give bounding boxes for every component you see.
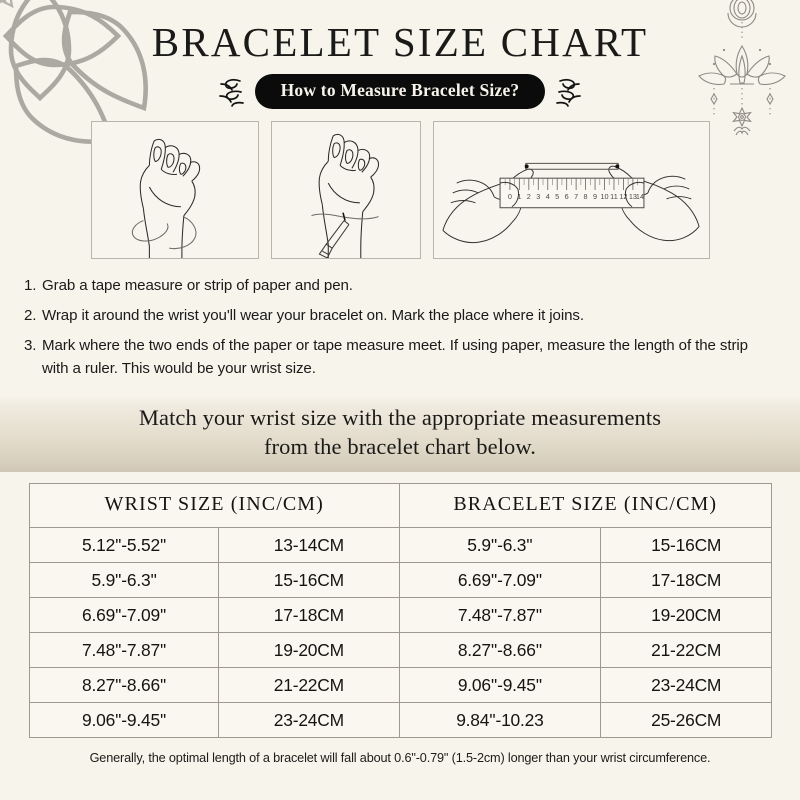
- column-header-wrist-size: WRIST SIZE (INC/CM): [29, 483, 400, 529]
- step-number: 2.: [24, 306, 37, 324]
- svg-text:9: 9: [593, 192, 597, 201]
- subtitle-badge: How to Measure Bracelet Size?: [254, 74, 546, 109]
- cell-bracelet-cm: 25-26CM: [600, 702, 772, 739]
- svg-text:11: 11: [610, 192, 618, 201]
- cell-bracelet-inch: 8.27''-8.66'': [398, 632, 602, 669]
- step-text: Wrap it around the wrist you'll wear you…: [42, 306, 584, 324]
- cell-bracelet-cm: 21-22CM: [600, 632, 772, 669]
- svg-text:5: 5: [555, 192, 559, 201]
- subtitle-row: How to Measure Bracelet Size?: [0, 74, 800, 109]
- table-row: 5.9''-6.3'' 15-16CM 6.69''-7.09'' 17-18C…: [28, 562, 772, 599]
- size-table-wrapper: WRIST SIZE (INC/CM) BRACELET SIZE (INC/C…: [0, 472, 800, 739]
- page-title: BRACELET SIZE CHART: [151, 19, 649, 65]
- svg-text:3: 3: [536, 192, 540, 201]
- svg-text:14: 14: [635, 192, 643, 201]
- cell-bracelet-inch: 6.69''-7.09'': [398, 562, 602, 599]
- cell-bracelet-inch: 9.84''-10.23: [398, 702, 602, 739]
- svg-text:6: 6: [564, 192, 568, 201]
- step-number: 3.: [24, 336, 37, 354]
- svg-text:13: 13: [628, 192, 636, 201]
- table-row: 8.27''-8.66'' 21-22CM 9.06''-9.45'' 23-2…: [28, 667, 772, 704]
- panel-hand-marking-tape: [270, 121, 421, 259]
- cell-wrist-inch: 6.69''-7.09'': [28, 597, 220, 634]
- cell-wrist-cm: 21-22CM: [218, 667, 400, 704]
- cell-wrist-cm: 13-14CM: [218, 527, 400, 564]
- cell-wrist-cm: 19-20CM: [218, 632, 400, 669]
- cell-bracelet-cm: 15-16CM: [600, 527, 772, 564]
- flourish-swirl-icon: [218, 78, 244, 107]
- column-header-bracelet-size: BRACELET SIZE (INC/CM): [398, 483, 772, 529]
- size-table: WRIST SIZE (INC/CM) BRACELET SIZE (INC/C…: [28, 483, 772, 739]
- cell-wrist-inch: 9.06''-9.45'': [28, 702, 220, 739]
- cell-wrist-cm: 17-18CM: [218, 597, 400, 634]
- cell-bracelet-inch: 7.48''-7.87'': [398, 597, 602, 634]
- step-text: Mark where the two ends of the paper or …: [42, 336, 748, 377]
- table-row: 7.48''-7.87'' 19-20CM 8.27''-8.66'' 21-2…: [28, 632, 772, 669]
- cell-wrist-inch: 7.48''-7.87'': [28, 632, 220, 669]
- cell-wrist-inch: 5.9''-6.3'': [28, 562, 220, 599]
- list-item: 2. Wrap it around the wrist you'll wear …: [24, 305, 778, 328]
- match-size-banner: Match your wrist size with the appropria…: [0, 394, 800, 473]
- table-row: 5.12''-5.52'' 13-14CM 5.9''-6.3'' 15-16C…: [28, 527, 772, 564]
- cell-bracelet-inch: 5.9''-6.3'': [398, 527, 602, 564]
- cell-wrist-cm: 15-16CM: [218, 562, 400, 599]
- table-header-row: WRIST SIZE (INC/CM) BRACELET SIZE (INC/C…: [29, 483, 772, 529]
- step-text: Grab a tape measure or strip of paper an…: [42, 277, 353, 294]
- banner-line-2: from the bracelet chart below.: [263, 433, 537, 459]
- svg-text:8: 8: [583, 192, 587, 201]
- hand-fist-with-tape-loop-icon: [131, 138, 200, 258]
- flourish-swirl-icon: [556, 78, 582, 107]
- cell-bracelet-cm: 19-20CM: [600, 597, 772, 634]
- table-row: 6.69''-7.09'' 17-18CM 7.48''-7.87'' 19-2…: [28, 597, 772, 634]
- panel-hand-with-tape: [90, 121, 259, 259]
- cell-wrist-inch: 5.12''-5.52'': [28, 527, 220, 564]
- list-item: 1. Grab a tape measure or strip of paper…: [24, 275, 778, 298]
- svg-text:2: 2: [526, 192, 530, 201]
- banner-line-1: Match your wrist size with the appropria…: [138, 404, 662, 430]
- cell-bracelet-cm: 23-24CM: [600, 667, 772, 704]
- table-row: 9.06''-9.45'' 23-24CM 9.84''-10.23 25-26…: [28, 702, 772, 739]
- cell-bracelet-cm: 17-18CM: [600, 562, 772, 599]
- hand-fist-with-pen-marking-icon: [310, 133, 379, 258]
- cell-bracelet-inch: 9.06''-9.45'': [398, 667, 602, 704]
- svg-text:12: 12: [619, 192, 627, 201]
- svg-text:1: 1: [517, 192, 521, 201]
- footnote: Generally, the optimal length of a brace…: [89, 751, 711, 766]
- svg-text:4: 4: [545, 192, 549, 201]
- measurement-steps: 1. Grab a tape measure or strip of paper…: [0, 275, 800, 381]
- svg-text:10: 10: [600, 192, 608, 201]
- list-item: 3. Mark where the two ends of the paper …: [24, 335, 778, 381]
- svg-text:0: 0: [507, 192, 511, 201]
- cell-wrist-inch: 8.27''-8.66'': [28, 667, 220, 704]
- svg-text:7: 7: [574, 192, 578, 201]
- step-number: 1.: [24, 277, 37, 294]
- cell-wrist-cm: 23-24CM: [218, 702, 400, 739]
